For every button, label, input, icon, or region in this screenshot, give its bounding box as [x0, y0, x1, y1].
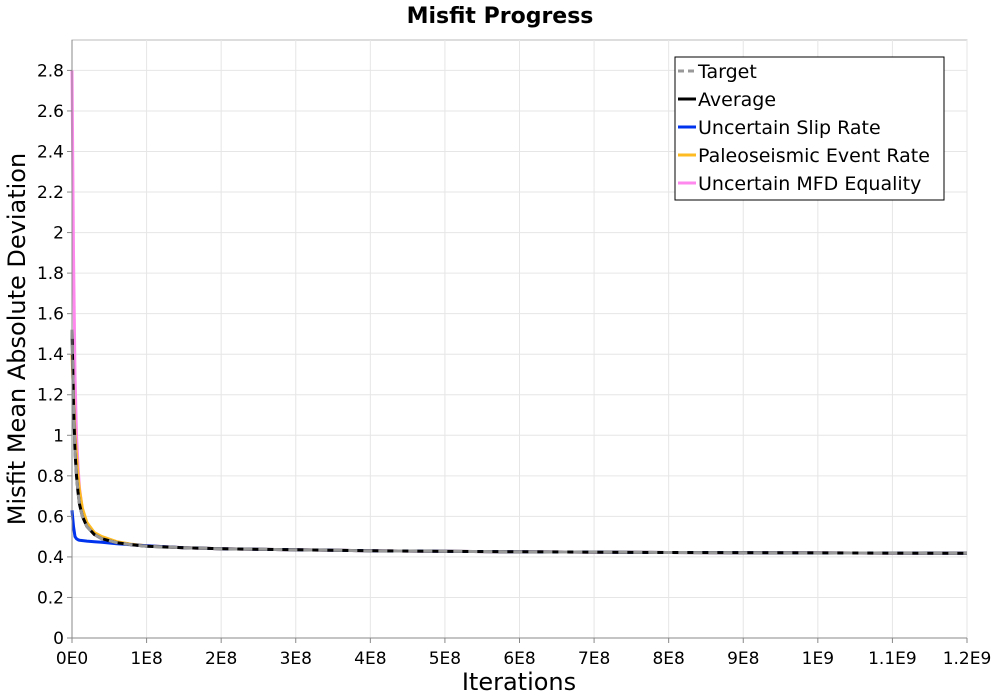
- grid-lines: [71, 40, 968, 639]
- x-tick-label: 4E8: [354, 649, 386, 669]
- y-tick-label: 2.8: [37, 61, 64, 81]
- x-tick-label: 1.1E9: [868, 649, 917, 669]
- x-tick-label: 9E8: [727, 649, 759, 669]
- x-tick-label: 1E8: [130, 649, 162, 669]
- legend-label-uncertain-slip-rate: Uncertain Slip Rate: [698, 117, 881, 139]
- x-tick-label: 6E8: [503, 649, 535, 669]
- y-tick-label: 1.2: [37, 386, 64, 406]
- y-tick-label: 0.6: [37, 507, 64, 527]
- x-tick-label: 5E8: [429, 649, 461, 669]
- legend-label-uncertain-mfd-equality: Uncertain MFD Equality: [698, 173, 921, 195]
- y-axis-ticks: 0 0.2 0.4 0.6 0.8 1 1.2 1.4 1.6 1.8 2 2.2 2.4 2.6 2.8: [37, 61, 72, 649]
- series-lines: [70, 70, 968, 555]
- legend-label-average: Average: [698, 89, 776, 111]
- series-line-target: [70, 329, 968, 555]
- y-axis-label: Misfit Mean Absolute Deviation: [3, 153, 31, 525]
- x-tick-label: 7E8: [578, 649, 610, 669]
- y-tick-label: 0.4: [37, 548, 64, 568]
- chart-title: Misfit Progress: [407, 4, 594, 29]
- legend-label-paleoseismic-event-rate: Paleoseismic Event Rate: [698, 145, 930, 167]
- y-tick-label: 1.6: [37, 305, 64, 325]
- legend-label-target: Target: [697, 61, 757, 83]
- x-tick-label: 8E8: [652, 649, 684, 669]
- x-tick-label: 0E0: [56, 649, 88, 669]
- x-axis-label: Iterations: [462, 668, 576, 696]
- y-tick-label: 0.8: [37, 467, 64, 487]
- y-tick-label: 2.2: [37, 183, 64, 203]
- y-tick-label: 2.6: [37, 102, 64, 122]
- y-tick-label: 0.2: [37, 588, 64, 608]
- y-tick-label: 0: [53, 629, 64, 649]
- y-tick-label: 2: [53, 224, 64, 244]
- x-tick-label: 3E8: [280, 649, 312, 669]
- chart-legend: Target Average Uncertain Slip Rate Paleosei…: [674, 56, 945, 201]
- x-tick-label: 1.2E9: [943, 649, 992, 669]
- y-tick-label: 1.8: [37, 264, 64, 284]
- legend-box: [674, 56, 945, 201]
- x-tick-label: 1E9: [802, 649, 834, 669]
- y-tick-label: 2.4: [37, 142, 64, 162]
- x-axis-ticks: 0E0 1E8 2E8 3E8 4E8 5E8 6E8 7E8 8E8 9E8 1E9 1.1E9 1.…: [56, 638, 991, 669]
- x-tick-label: 2E8: [205, 649, 237, 669]
- y-tick-label: 1.4: [37, 345, 64, 365]
- y-tick-label: 1: [53, 426, 64, 446]
